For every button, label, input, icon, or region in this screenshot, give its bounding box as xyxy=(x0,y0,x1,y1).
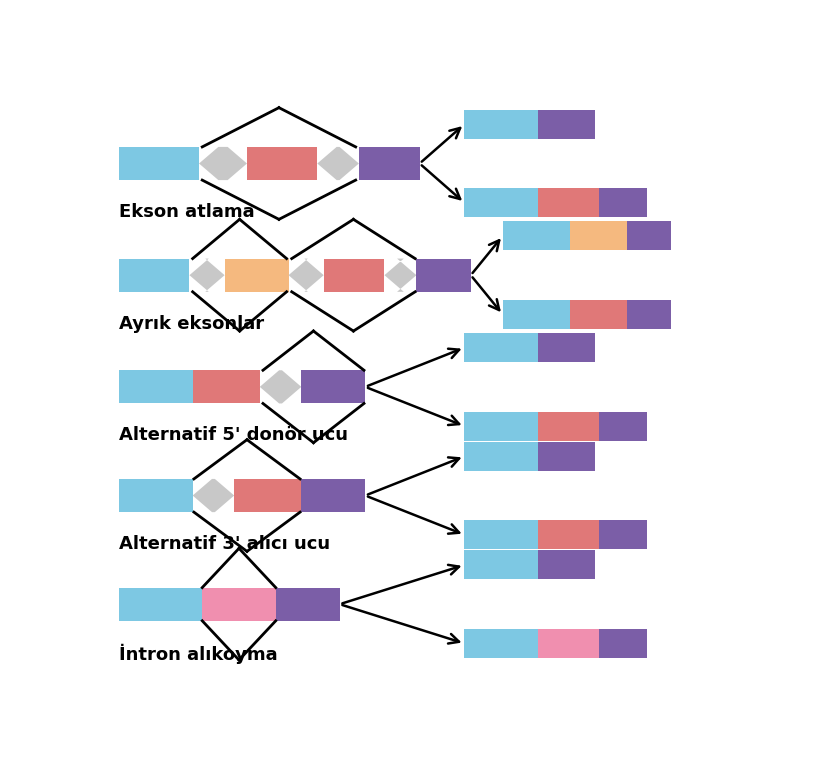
Polygon shape xyxy=(289,259,323,292)
FancyBboxPatch shape xyxy=(599,521,647,550)
FancyBboxPatch shape xyxy=(224,259,289,292)
FancyBboxPatch shape xyxy=(538,333,596,362)
FancyBboxPatch shape xyxy=(119,147,199,180)
Polygon shape xyxy=(384,259,417,292)
FancyBboxPatch shape xyxy=(538,412,599,441)
FancyBboxPatch shape xyxy=(464,550,538,579)
FancyBboxPatch shape xyxy=(247,147,318,180)
FancyBboxPatch shape xyxy=(538,629,599,658)
Polygon shape xyxy=(190,259,224,292)
Text: Ayrık eksonlar: Ayrık eksonlar xyxy=(119,314,264,332)
FancyBboxPatch shape xyxy=(502,300,570,329)
FancyBboxPatch shape xyxy=(538,550,596,579)
FancyBboxPatch shape xyxy=(538,110,596,139)
FancyBboxPatch shape xyxy=(119,259,190,292)
FancyBboxPatch shape xyxy=(599,412,647,441)
FancyBboxPatch shape xyxy=(119,479,192,512)
FancyBboxPatch shape xyxy=(570,221,628,250)
FancyBboxPatch shape xyxy=(119,370,192,404)
FancyBboxPatch shape xyxy=(464,333,538,362)
FancyBboxPatch shape xyxy=(464,412,538,441)
FancyBboxPatch shape xyxy=(570,300,628,329)
Polygon shape xyxy=(260,370,301,404)
FancyBboxPatch shape xyxy=(301,370,365,404)
Text: Alternatif 5' donör ucu: Alternatif 5' donör ucu xyxy=(119,426,348,445)
FancyBboxPatch shape xyxy=(464,188,538,217)
FancyBboxPatch shape xyxy=(417,259,471,292)
FancyBboxPatch shape xyxy=(464,110,538,139)
FancyBboxPatch shape xyxy=(628,300,671,329)
Text: İntron alıkoyma: İntron alıkoyma xyxy=(119,644,278,664)
FancyBboxPatch shape xyxy=(628,221,671,250)
FancyBboxPatch shape xyxy=(119,587,202,621)
FancyBboxPatch shape xyxy=(323,259,384,292)
FancyBboxPatch shape xyxy=(599,188,647,217)
FancyBboxPatch shape xyxy=(464,442,538,470)
FancyBboxPatch shape xyxy=(276,587,340,621)
Text: Alternatif 3' alıcı ucu: Alternatif 3' alıcı ucu xyxy=(119,535,330,553)
FancyBboxPatch shape xyxy=(599,629,647,658)
FancyBboxPatch shape xyxy=(538,442,596,470)
FancyBboxPatch shape xyxy=(502,221,570,250)
FancyBboxPatch shape xyxy=(234,479,301,512)
FancyBboxPatch shape xyxy=(464,521,538,550)
FancyBboxPatch shape xyxy=(359,147,420,180)
FancyBboxPatch shape xyxy=(538,521,599,550)
FancyBboxPatch shape xyxy=(538,188,599,217)
FancyBboxPatch shape xyxy=(192,370,260,404)
FancyBboxPatch shape xyxy=(464,629,538,658)
Polygon shape xyxy=(318,147,359,180)
FancyBboxPatch shape xyxy=(202,587,276,621)
Text: Ekson atlama: Ekson atlama xyxy=(119,203,255,221)
FancyBboxPatch shape xyxy=(301,479,365,512)
Polygon shape xyxy=(192,479,234,512)
Polygon shape xyxy=(199,147,247,180)
